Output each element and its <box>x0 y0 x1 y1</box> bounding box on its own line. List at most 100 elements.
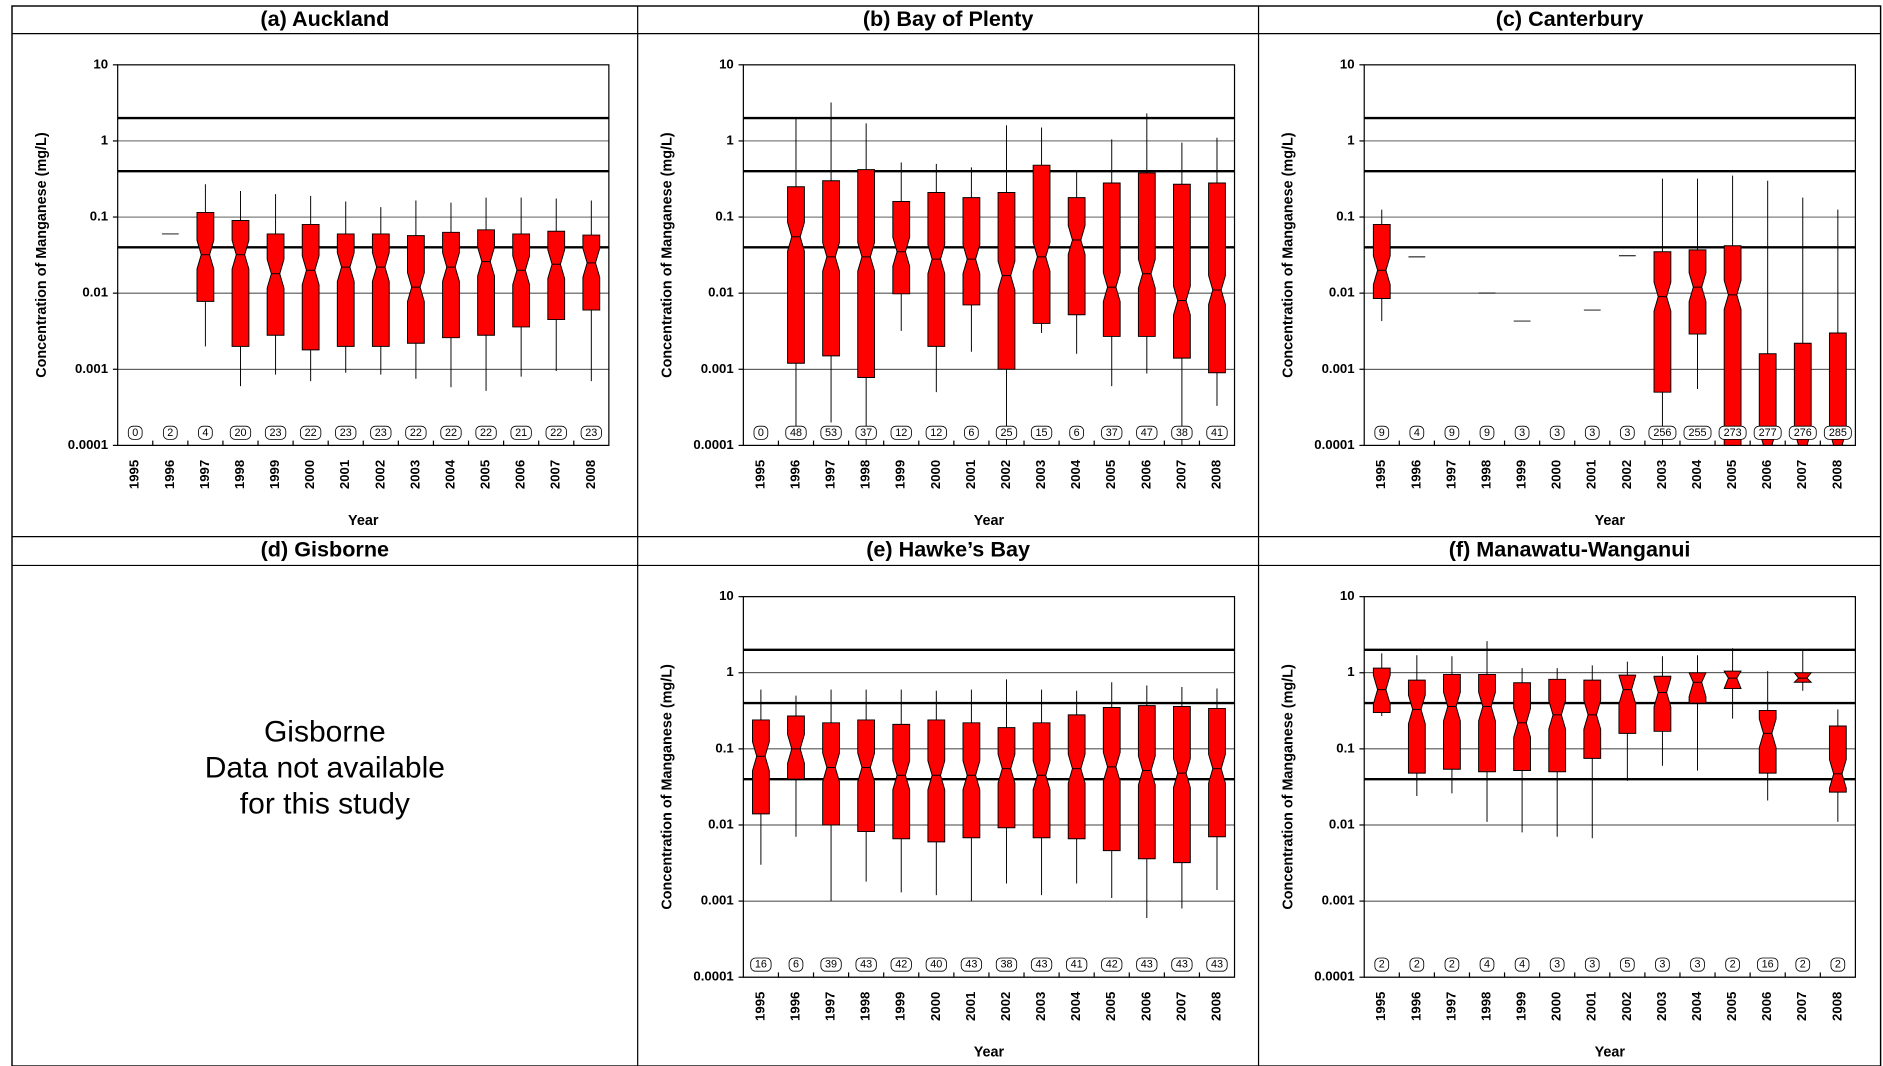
count-label: 22 <box>410 427 422 439</box>
box <box>582 234 601 311</box>
x-tick-label: 2007 <box>548 460 563 489</box>
count-badge <box>960 957 983 972</box>
box <box>927 719 946 843</box>
count-label: 3 <box>1519 427 1525 439</box>
x-tick-label: 2005 <box>1103 460 1118 489</box>
x-tick-label: 2008 <box>1829 992 1844 1021</box>
count-label: 6 <box>1074 427 1080 439</box>
y-tick-label: 0.0001 <box>693 437 733 452</box>
count-label: 25 <box>1000 427 1012 439</box>
y-axis-label: Concentration of Manganese (mg/L) <box>1280 664 1296 910</box>
count-badge <box>1753 425 1782 440</box>
x-tick-label: 2008 <box>1829 460 1844 489</box>
box <box>196 211 215 302</box>
x-tick-label: 2006 <box>1759 992 1774 1021</box>
y-tick-label: 10 <box>93 56 108 71</box>
x-tick-label: 2006 <box>1138 460 1153 489</box>
count-badge <box>545 425 567 440</box>
x-tick-label: 2001 <box>337 460 352 489</box>
x-tick-label: 1995 <box>752 460 767 489</box>
count-label: 2 <box>1835 959 1841 971</box>
x-tick-label: 1996 <box>1408 992 1423 1021</box>
count-label: 37 <box>1106 427 1118 439</box>
count-badge <box>1788 425 1817 440</box>
count-badge <box>995 425 1018 440</box>
count-badge <box>1584 425 1600 440</box>
x-tick-label: 1998 <box>858 460 873 489</box>
count-badge <box>855 425 877 440</box>
y-tick-label: 0.001 <box>701 361 734 376</box>
count-label: 43 <box>1176 959 1188 971</box>
count-badge <box>1757 957 1779 972</box>
box <box>787 186 805 364</box>
box <box>1173 183 1191 359</box>
y-tick-label: 0.0001 <box>1314 969 1354 984</box>
x-tick-label: 1997 <box>1443 460 1458 489</box>
box <box>1173 706 1191 864</box>
count-badge <box>820 957 842 972</box>
box <box>1618 674 1637 734</box>
count-badge <box>580 425 602 440</box>
count-label: 15 <box>1036 427 1048 439</box>
box <box>857 169 876 378</box>
y-axis-label: Concentration of Manganese (mg/L) <box>1280 132 1296 378</box>
box <box>407 235 425 344</box>
count-label: 5 <box>1624 959 1630 971</box>
count-label: 23 <box>375 427 387 439</box>
box <box>336 233 355 347</box>
y-tick-label: 0.0001 <box>693 969 733 984</box>
count-label: 273 <box>1724 427 1742 439</box>
count-badge <box>1444 957 1460 972</box>
box <box>1208 182 1226 374</box>
y-tick-label: 1 <box>726 664 733 679</box>
x-tick-label: 2002 <box>998 992 1013 1021</box>
count-badge <box>370 425 392 440</box>
x-tick-label: 2004 <box>1068 991 1083 1021</box>
x-tick-label: 1999 <box>1514 460 1529 489</box>
box <box>1372 223 1391 300</box>
box <box>1137 172 1156 337</box>
count-label: 276 <box>1794 427 1812 439</box>
box <box>822 722 840 826</box>
x-tick-label: 1997 <box>823 992 838 1021</box>
box <box>1548 678 1567 773</box>
x-tick-label: 1998 <box>1478 460 1493 489</box>
count-label: 22 <box>305 427 317 439</box>
panel-title: (b) Bay of Plenty <box>863 6 1034 31</box>
y-tick-label: 0.01 <box>708 816 734 831</box>
y-axis-label: Concentration of Manganese (mg/L) <box>659 664 675 910</box>
count-label: 277 <box>1759 427 1777 439</box>
y-tick-label: 0.01 <box>1329 816 1355 831</box>
count-badge <box>1725 957 1740 972</box>
count-badge <box>1030 425 1053 440</box>
y-axis-label: Concentration of Manganese (mg/L) <box>659 132 675 378</box>
note-text: Data not available <box>205 751 445 784</box>
y-tick-label: 1 <box>1347 132 1354 147</box>
count-badge <box>1136 957 1158 972</box>
box <box>1208 707 1226 838</box>
box <box>1102 706 1121 852</box>
y-tick-label: 0.001 <box>1322 893 1355 908</box>
y-tick-label: 10 <box>719 56 734 71</box>
x-tick-label: 1996 <box>162 460 177 489</box>
panel-title: (a) Auckland <box>260 6 389 31</box>
box <box>1723 670 1742 690</box>
x-tick-label: 2008 <box>1208 460 1223 489</box>
x-tick-label: 1995 <box>1373 460 1388 489</box>
count-badge <box>1648 425 1677 440</box>
count-label: 4 <box>202 427 208 439</box>
box <box>1758 709 1777 774</box>
x-tick-label: 2003 <box>1654 992 1669 1021</box>
count-badge <box>964 425 979 440</box>
box <box>266 233 285 336</box>
box <box>231 220 250 347</box>
count-badge <box>1101 425 1123 440</box>
count-badge <box>1206 957 1228 972</box>
y-tick-label: 0.001 <box>1322 361 1355 376</box>
count-badge <box>1030 957 1053 972</box>
x-tick-label: 1999 <box>893 460 908 489</box>
count-badge <box>405 425 427 440</box>
count-label: 2 <box>1730 959 1736 971</box>
count-label: 2 <box>1449 959 1455 971</box>
